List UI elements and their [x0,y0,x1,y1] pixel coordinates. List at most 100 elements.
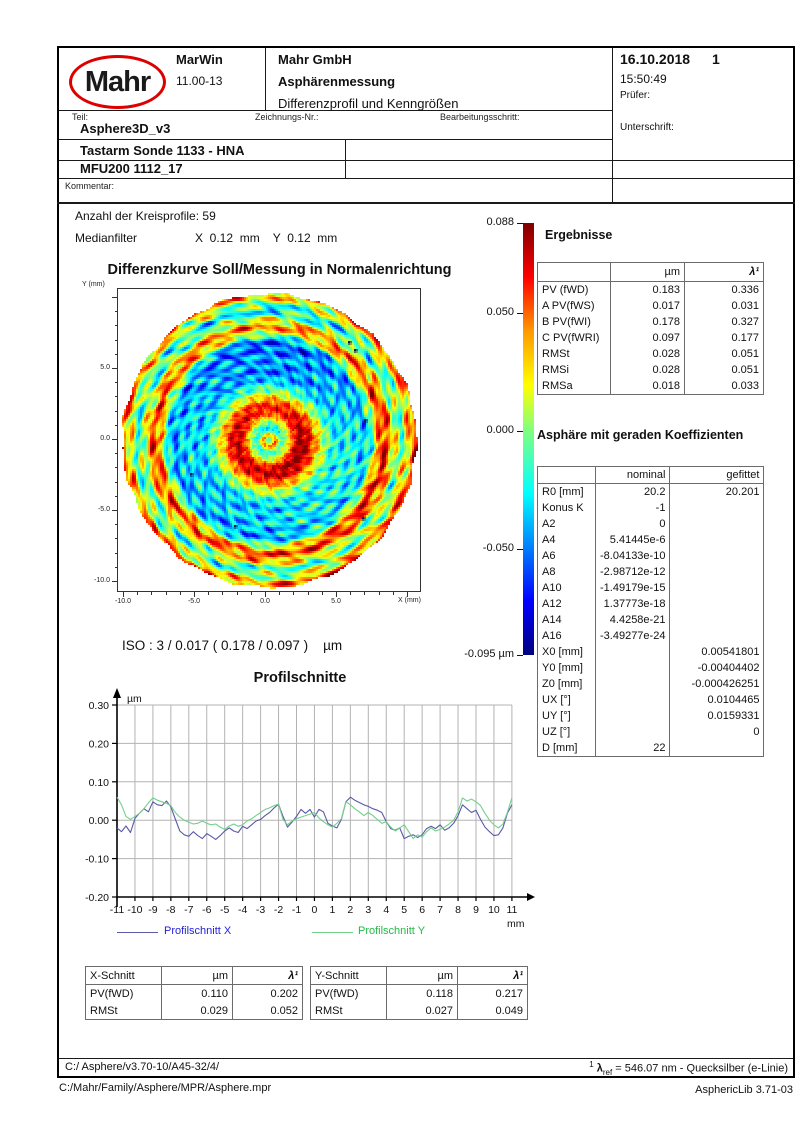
medianfilter-label: Medianfilter [75,231,138,245]
map-x-axis-label: X (mm) [398,597,421,604]
map-x-tick [279,592,281,595]
ergebnisse-table: µm λ¹ PV (fWD) 0.183 0.336 A PV(fWS) 0.017 0.03… [537,262,764,395]
x-tick-label: -8 [166,904,175,916]
table-cell: 20.2 [594,483,671,500]
legend-line-y [312,932,353,933]
table-cell: 0.027 [386,1002,458,1020]
bearbeitung-label: Bearbeitungsschritt: [440,112,520,122]
table-cell: RMSt [310,1002,387,1020]
colorbar-tick-label: 0.088 [486,216,514,228]
table-cell [669,628,765,644]
column-header: µm [386,966,458,985]
table-row: UZ [°] 0 [537,724,765,740]
y-tick-label: 0.00 [89,815,110,827]
table-row: RMSa 0.018 0.033 [537,378,764,395]
table-cell: 5.41445e-6 [594,532,671,548]
table-cell [669,580,765,596]
table-row: R0 [mm] 20.2 20.201 [537,483,765,500]
teil-value: Asphere3D_v3 [80,121,171,136]
colorbar-tick [517,655,523,656]
difference-map-canvas [118,289,420,591]
table-cell: D [mm] [537,740,596,757]
pruefer-label: Prüfer: [620,90,651,101]
table-row: A14 4.4258e-21 [537,612,765,628]
table-cell: -1.49179e-15 [594,580,671,596]
table-cell: A6 [537,548,596,564]
kommentar-label: Kommentar: [65,181,115,191]
y-schnitt-table: Y-Schnitt µm λ¹ PV(fWD) 0.118 0.217 RMSt 0.027 0… [310,966,528,1020]
table-cell: Konus K [537,500,596,516]
table-cell: B PV(fWI) [537,314,611,330]
table-cell: 4.4258e-21 [594,612,671,628]
table-cell: 0.033 [684,378,764,395]
map-x-tick [364,592,366,595]
table-row: UY [°] 0.0159331 [537,708,765,724]
map-x-tick [250,592,252,595]
table-cell: Y0 [mm] [537,660,596,676]
ergebnisse-title: Ergebnisse [545,228,613,242]
ergebnisse-table-grid: µm λ¹ PV (fWD) 0.183 0.336 A PV(fWS) 0.017 0.03… [537,262,764,395]
x-tick-label: 1 [329,904,335,916]
x-tick-label: 2 [347,904,353,916]
table-cell: 0.183 [610,281,685,298]
lambda-symbol: λ [596,1062,603,1075]
table-row: PV(fWD) 0.110 0.202 [85,984,303,1002]
table-cell: PV(fWD) [310,984,387,1002]
table-cell: R0 [mm] [537,483,596,500]
footer-lambda-note: 1 λref = 546.07 nm - Quecksilber (e-Lini… [589,1060,788,1077]
table-row: A8 -2.98712e-12 [537,564,765,580]
table-cell: 0.051 [684,362,764,378]
table-cell: 0.202 [232,984,303,1002]
map-y-tick [114,495,117,497]
column-header: λ¹ [232,966,303,985]
x-axis-arrow [527,893,535,901]
report-subtitle: Differenzprofil und Kenngrößen [278,96,459,111]
table-cell: 0.029 [161,1002,233,1020]
map-x-tick [407,592,408,597]
difference-map-frame [117,288,421,592]
legend-label-y: Profilschnitt Y [358,925,426,937]
table-row: X0 [mm] 0.00541801 [537,644,765,660]
table-cell [669,516,765,532]
map-x-tick [194,592,195,597]
table-cell: A10 [537,580,596,596]
table-cell: 20.201 [669,483,765,500]
map-x-tick [293,592,295,595]
map-y-tick [114,382,117,384]
lambda-value: = 546.07 nm - Quecksilber (e-Linie) [612,1062,788,1075]
table-cell: 0.217 [457,984,528,1002]
map-y-tick [114,467,117,469]
table-row: RMSt 0.028 0.051 [537,346,764,362]
x-tick-label: -9 [148,904,157,916]
table-cell: 0.031 [684,298,764,314]
table-row: UX [°] 0.0104465 [537,692,765,708]
table-row: A12 1.37773e-18 [537,596,765,612]
table-cell: A12 [537,596,596,612]
x-tick-label: -6 [202,904,211,916]
footer-library-version: AsphericLib 3.71-03 [695,1084,793,1096]
report-date: 16.10.2018 [620,51,691,67]
header-line-4 [59,178,793,179]
iso-value-line: ISO : 3 / 0.017 ( 0.178 / 0.097 ) µm [122,638,343,653]
column-header: X-Schnitt [85,966,162,985]
map-x-tick-label: -5.0 [187,598,201,605]
map-x-tick [392,592,394,595]
colorbar-tick-label: -0.050 [482,541,514,554]
colorbar-tick [517,548,523,550]
table-cell [669,532,765,548]
x-tick-label: -7 [184,904,193,916]
series-x-line [116,796,513,840]
x-tick-label: -2 [274,904,283,916]
map-y-tick [114,396,117,398]
x-tick-label: 5 [401,904,407,916]
column-header: nominal [594,466,671,484]
footnote-marker: 1 [589,1060,594,1069]
table-cell [594,724,671,740]
table-cell: 0.028 [610,346,685,362]
table-cell: Z0 [mm] [537,676,596,692]
column-header: λ¹ [457,966,528,985]
column-header: λ¹ [684,262,764,282]
x-tick-label: 4 [383,904,389,916]
map-x-tick [307,592,309,595]
app-name: MarWin [176,52,223,67]
